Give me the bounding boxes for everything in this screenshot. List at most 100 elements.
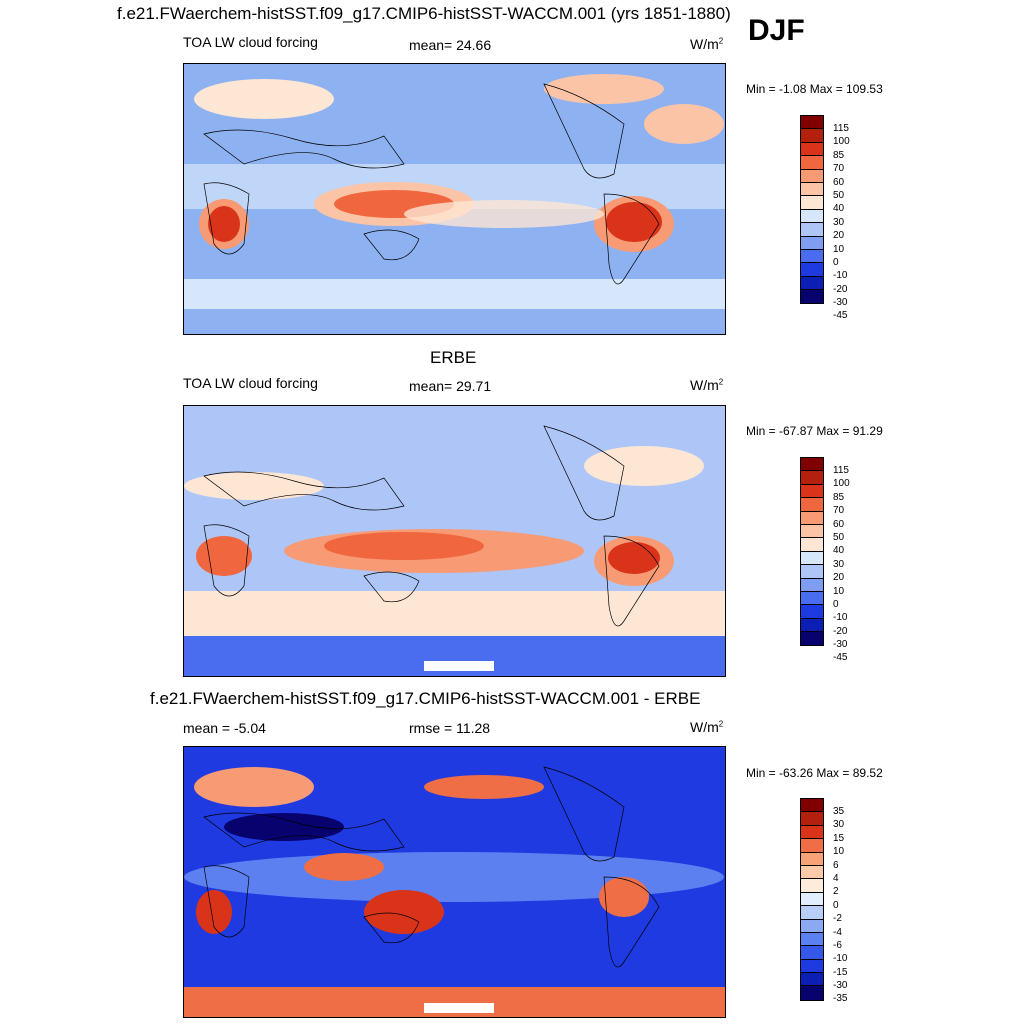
panel1-colorbar [800, 115, 824, 305]
colorbar-tick-label: 10 [833, 243, 845, 255]
colorbar-tick-label: -45 [833, 652, 848, 664]
panel2-coastline [203, 471, 405, 511]
colorbar-tick-label: 85 [833, 149, 845, 161]
panel3-region [424, 775, 544, 799]
colorbar-swatch [801, 879, 823, 893]
panel1-coastline [203, 129, 405, 169]
colorbar-tick-label: 40 [833, 545, 845, 557]
panel3-region [364, 890, 444, 934]
panel3-coastline [203, 865, 250, 938]
panel1-region [544, 74, 664, 104]
panel2-colorbar-labels: 115 100 85 70 60 50 40 30 20 10 0 -10 -20 -30 -45 [833, 464, 850, 665]
panel1-units-label: W/m2 [690, 36, 724, 52]
season-label: DJF [748, 14, 805, 47]
panel2-variable-label: TOA LW cloud forcing [183, 375, 318, 391]
colorbar-swatch [801, 290, 823, 304]
colorbar-tick-label: -10 [833, 270, 848, 282]
colorbar-tick-label: 2 [833, 886, 839, 898]
colorbar-tick-label: 30 [833, 819, 845, 831]
colorbar-tick-label: 50 [833, 531, 845, 543]
panel1-region [606, 202, 662, 242]
panel3-region [304, 853, 384, 881]
colorbar-tick-label: -30 [833, 639, 848, 651]
panel3-minmax-label: Min = -63.26 Max = 89.52 [746, 766, 883, 780]
main-title: f.e21.FWaerchem-histSST.f09_g17.CMIP6-hi… [117, 4, 731, 23]
panel2-mean-label: mean= 29.71 [409, 378, 492, 394]
colorbar-swatch [801, 632, 823, 646]
colorbar-tick-label: 20 [833, 572, 845, 584]
panel2-map [183, 405, 726, 677]
colorbar-swatch [801, 919, 823, 933]
panel1-region [404, 200, 604, 228]
panel2-title: ERBE [430, 348, 477, 367]
colorbar-tick-label: -20 [833, 283, 848, 295]
colorbar-swatch [801, 169, 823, 183]
panel2-coastline [543, 425, 625, 521]
colorbar-swatch [801, 156, 823, 170]
panel1-minmax-label: Min = -1.08 Max = 109.53 [746, 82, 883, 96]
panel2-region [184, 472, 324, 500]
colorbar-swatch [801, 498, 823, 512]
colorbar-tick-label: 60 [833, 176, 845, 188]
colorbar-swatch [801, 959, 823, 974]
colorbar-swatch [801, 276, 823, 291]
colorbar-tick-label: 30 [833, 558, 845, 570]
colorbar-tick-label: -20 [833, 625, 848, 637]
panel3-coastline [603, 876, 660, 968]
colorbar-tick-label: -6 [833, 939, 842, 951]
colorbar-swatch [801, 209, 823, 224]
panel1-coastline [363, 229, 420, 261]
colorbar-tick-label: 115 [833, 465, 849, 476]
colorbar-tick-label: -45 [833, 310, 848, 322]
panel3-coastline [203, 812, 405, 852]
colorbar-tick-label: 6 [833, 859, 839, 871]
colorbar-tick-label: -35 [833, 993, 848, 1005]
colorbar-tick-label: 4 [833, 872, 839, 884]
colorbar-swatch [801, 839, 823, 853]
colorbar-tick-label: 30 [833, 216, 845, 228]
colorbar-tick-label: 115 [833, 123, 849, 134]
colorbar-swatch [801, 799, 823, 813]
colorbar-tick-label: -10 [833, 612, 848, 624]
colorbar-swatch [801, 223, 823, 237]
colorbar-swatch [801, 142, 823, 157]
colorbar-swatch [801, 458, 823, 472]
colorbar-swatch [801, 182, 823, 197]
colorbar-swatch [801, 906, 823, 920]
panel1-colorbar-labels: 115 100 85 70 60 50 40 30 20 10 0 -10 -20 -30 -45 [833, 122, 850, 323]
panel3-colorbar [800, 798, 824, 1001]
panel2-colorbar [800, 457, 824, 647]
colorbar-swatch [801, 865, 823, 880]
panel3-region [599, 877, 649, 917]
colorbar-swatch [801, 618, 823, 633]
colorbar-swatch [801, 551, 823, 566]
colorbar-tick-label: -10 [833, 953, 848, 965]
panel2-region [324, 532, 484, 560]
colorbar-swatch [801, 511, 823, 525]
colorbar-tick-label: 40 [833, 203, 845, 215]
colorbar-tick-label: 100 [833, 478, 850, 490]
colorbar-swatch [801, 263, 823, 277]
panel2-missing-region [424, 661, 494, 671]
colorbar-tick-label: 15 [833, 832, 845, 844]
colorbar-tick-label: 50 [833, 189, 845, 201]
colorbar-tick-label: 70 [833, 163, 845, 175]
panel3-colorbar-labels: 35 30 15 10 6 4 2 0 -2 -4 -6 -10 -15 -30 -35 [833, 805, 847, 1006]
colorbar-tick-label: 20 [833, 230, 845, 242]
panel1-variable-label: TOA LW cloud forcing [183, 34, 318, 50]
panel2-minmax-label: Min = -67.87 Max = 91.29 [746, 424, 883, 438]
colorbar-tick-label: 10 [833, 585, 845, 597]
colorbar-tick-label: 0 [833, 598, 839, 610]
colorbar-swatch [801, 538, 823, 552]
colorbar-swatch [801, 471, 823, 485]
panel2-units-label: W/m2 [690, 377, 724, 393]
colorbar-swatch [801, 565, 823, 579]
panel3-mean-label: mean = -5.04 [183, 720, 266, 736]
panel2-coastline [603, 535, 660, 627]
colorbar-tick-label: 100 [833, 136, 850, 148]
panel3-coastline [543, 766, 625, 862]
panel1-coastline [543, 83, 625, 179]
panel3-map [183, 746, 726, 1018]
panel2-coastline [203, 524, 250, 597]
panel2-southern-band [184, 591, 725, 636]
